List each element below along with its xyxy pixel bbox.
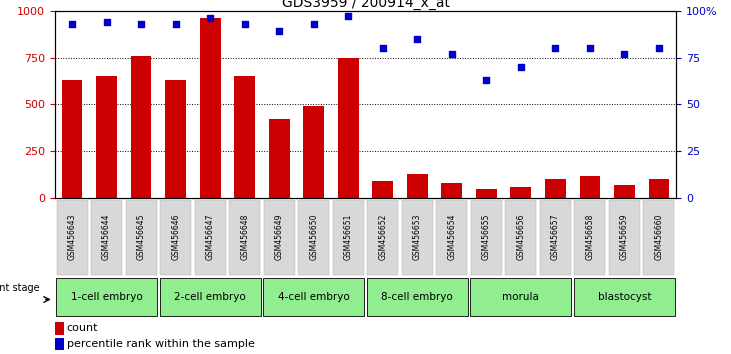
Text: morula: morula xyxy=(502,292,539,302)
Bar xyxy=(235,76,255,198)
Text: GSM456648: GSM456648 xyxy=(240,214,249,261)
Bar xyxy=(442,183,462,198)
Text: 4-cell embryo: 4-cell embryo xyxy=(278,292,349,302)
Text: GSM456649: GSM456649 xyxy=(275,214,284,261)
Text: GSM456655: GSM456655 xyxy=(482,214,491,261)
Bar xyxy=(609,200,640,275)
Text: GSM456658: GSM456658 xyxy=(586,214,594,261)
Text: 2-cell embryo: 2-cell embryo xyxy=(174,292,246,302)
Bar xyxy=(338,57,359,198)
Bar xyxy=(505,200,537,275)
Text: 1-cell embryo: 1-cell embryo xyxy=(71,292,143,302)
Bar xyxy=(648,179,670,198)
Bar xyxy=(61,80,83,198)
Bar xyxy=(55,322,64,335)
Point xyxy=(204,15,216,21)
Text: GSM456646: GSM456646 xyxy=(171,214,180,261)
Text: GSM456660: GSM456660 xyxy=(654,214,664,261)
Point xyxy=(170,21,181,27)
Bar xyxy=(263,278,364,316)
Point xyxy=(550,45,561,51)
Bar xyxy=(545,179,566,198)
Bar xyxy=(471,200,502,275)
Point xyxy=(342,13,354,19)
Bar xyxy=(229,200,260,275)
Point xyxy=(515,64,526,70)
Bar xyxy=(56,200,88,275)
Bar xyxy=(510,187,531,198)
Bar xyxy=(402,200,433,275)
Bar xyxy=(367,200,398,275)
Text: GSM456643: GSM456643 xyxy=(67,214,77,261)
Point xyxy=(377,45,389,51)
Bar xyxy=(91,200,122,275)
Bar xyxy=(436,200,467,275)
Text: GSM456653: GSM456653 xyxy=(413,214,422,261)
Text: count: count xyxy=(67,323,98,333)
Bar xyxy=(126,200,156,275)
Bar xyxy=(407,174,428,198)
Bar xyxy=(264,200,295,275)
Bar xyxy=(298,200,329,275)
Bar xyxy=(643,200,675,275)
Bar xyxy=(303,106,324,198)
Point xyxy=(101,19,113,25)
Bar xyxy=(372,181,393,198)
Bar xyxy=(131,56,151,198)
Text: 8-cell embryo: 8-cell embryo xyxy=(382,292,453,302)
Bar xyxy=(165,80,186,198)
Text: GSM456650: GSM456650 xyxy=(309,214,318,261)
Point xyxy=(135,21,147,27)
Text: GSM456652: GSM456652 xyxy=(378,214,387,261)
Bar xyxy=(574,278,675,316)
Bar xyxy=(367,278,468,316)
Bar xyxy=(476,189,496,198)
Bar xyxy=(471,278,571,316)
Text: GSM456654: GSM456654 xyxy=(447,214,456,261)
Point xyxy=(584,45,596,51)
Point xyxy=(480,77,492,83)
Point xyxy=(412,36,423,42)
Bar xyxy=(55,338,64,350)
Bar xyxy=(580,176,600,198)
Bar xyxy=(614,185,635,198)
Point xyxy=(273,28,285,34)
Text: GSM456645: GSM456645 xyxy=(137,214,145,261)
Bar xyxy=(160,278,260,316)
Text: GSM456656: GSM456656 xyxy=(516,214,526,261)
Point xyxy=(308,21,319,27)
Text: GSM456657: GSM456657 xyxy=(551,214,560,261)
Bar xyxy=(539,200,571,275)
Bar xyxy=(333,200,364,275)
Bar xyxy=(194,200,226,275)
Text: GSM456651: GSM456651 xyxy=(344,214,353,261)
Point xyxy=(239,21,251,27)
Text: development stage: development stage xyxy=(0,283,39,293)
Bar xyxy=(96,76,117,198)
Bar xyxy=(200,18,221,198)
Text: GSM456647: GSM456647 xyxy=(205,214,215,261)
Text: percentile rank within the sample: percentile rank within the sample xyxy=(67,339,254,349)
Bar xyxy=(269,119,289,198)
Title: GDS3959 / 200914_x_at: GDS3959 / 200914_x_at xyxy=(281,0,450,10)
Point xyxy=(67,21,78,27)
Text: GSM456659: GSM456659 xyxy=(620,214,629,261)
Point xyxy=(618,51,630,57)
Point xyxy=(446,51,458,57)
Text: blastocyst: blastocyst xyxy=(598,292,651,302)
Point xyxy=(653,45,664,51)
Bar xyxy=(56,278,157,316)
Bar xyxy=(575,200,605,275)
Bar xyxy=(160,200,192,275)
Text: GSM456644: GSM456644 xyxy=(102,214,111,261)
